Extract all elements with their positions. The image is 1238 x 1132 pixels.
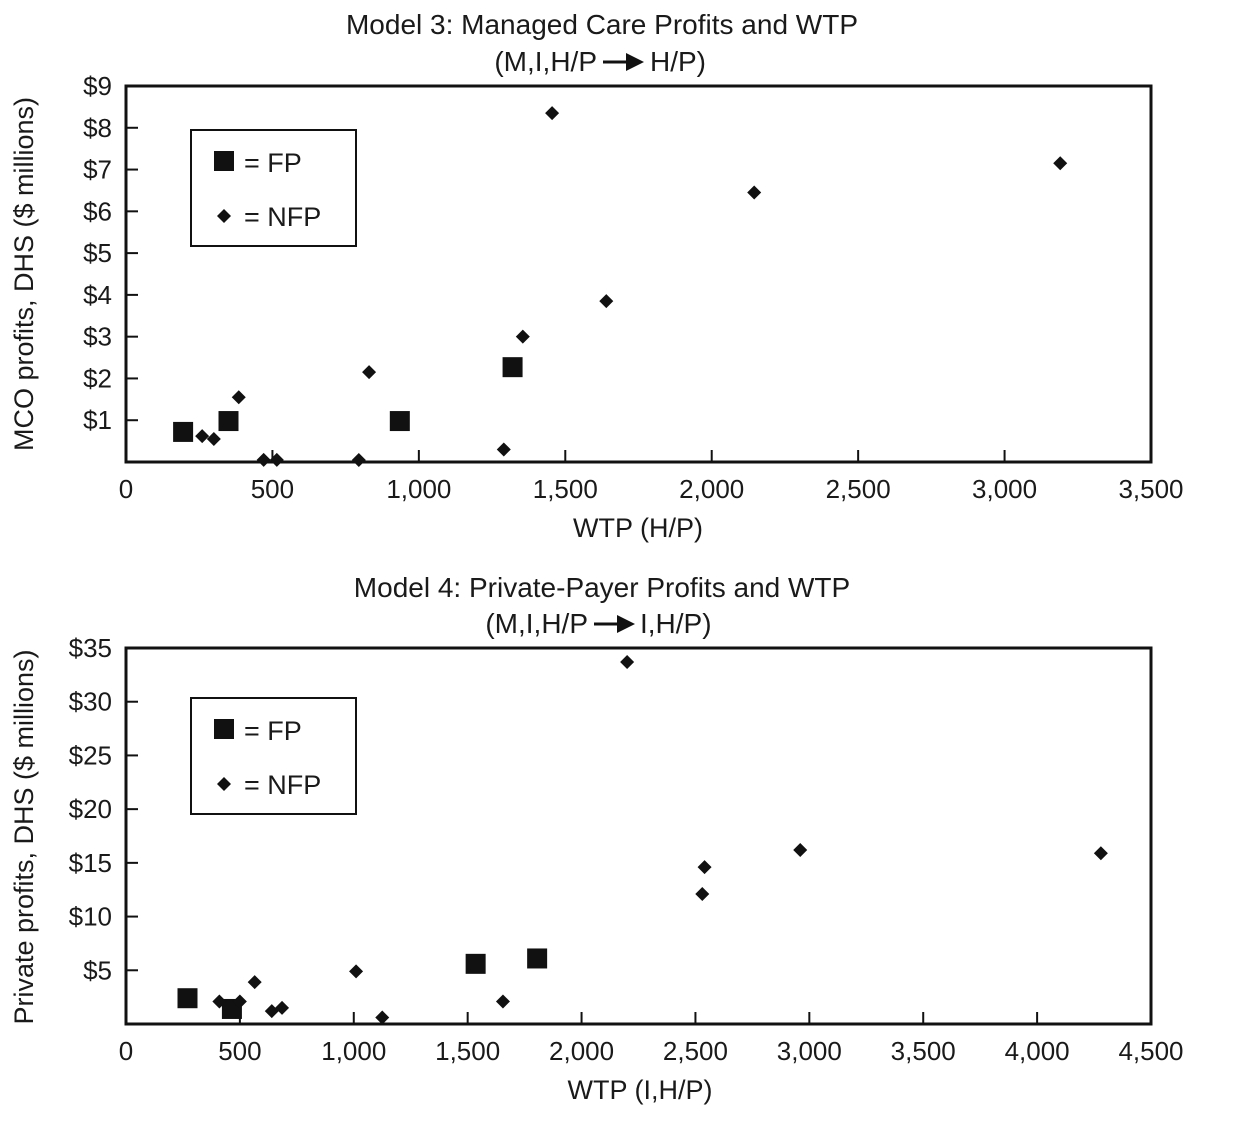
data-point-fp (177, 988, 198, 1009)
chart-title: Model 4: Private-Payer Profits and WTP (354, 572, 850, 603)
plot-frame (124, 84, 1153, 464)
data-point-nfp (599, 294, 614, 309)
plot-area: 0 500 1,000 1,500 2,000 2,500 3,000 3,500 4,000 4… (69, 633, 1184, 1066)
chart-subtitle-right: I,H/P) (640, 608, 712, 639)
x-tick-label: 500 (251, 474, 294, 504)
x-tick-label: 500 (218, 1036, 261, 1066)
data-point-nfp (1053, 156, 1068, 171)
chart-panel-model-3: Model 3: Managed Care Profits and WTP (M… (9, 9, 1184, 543)
x-tick-label: 4,500 (1118, 1036, 1183, 1066)
x-tick-label: 1,000 (386, 474, 451, 504)
chart-title: Model 3: Managed Care Profits and WTP (346, 9, 858, 40)
y-tick-label: $15 (69, 848, 112, 878)
x-axis-label: WTP (H/P) (573, 513, 703, 543)
data-point-nfp (1093, 846, 1108, 861)
y-tick-label: $1 (83, 405, 112, 435)
data-point-nfp (375, 1010, 390, 1025)
x-tick-label: 0 (119, 1036, 133, 1066)
chart-subtitle-right: H/P) (650, 46, 706, 77)
x-tick-label: 2,500 (663, 1036, 728, 1066)
x-tick-label: 0 (119, 474, 133, 504)
x-tick-label: 3,500 (891, 1036, 956, 1066)
data-point-nfp (495, 994, 510, 1009)
y-tick-label: $20 (69, 794, 112, 824)
legend-box (190, 129, 357, 247)
data-point-fp (173, 421, 194, 442)
x-tick-label: 2,500 (826, 474, 891, 504)
y-tick-label: $7 (83, 155, 112, 185)
x-tick-label: 1,500 (533, 474, 598, 504)
x-axis-label: WTP (I,H/P) (568, 1075, 713, 1105)
data-point-fp (527, 948, 548, 969)
data-point-fp (502, 357, 523, 378)
y-tick-label: $35 (69, 633, 112, 663)
x-tick-label: 3,000 (777, 1036, 842, 1066)
x-tick-label: 2,000 (679, 474, 744, 504)
data-point-nfp (620, 654, 635, 669)
legend-box (190, 697, 357, 815)
data-point-nfp (232, 994, 247, 1009)
y-tick-label: $6 (83, 196, 112, 226)
plot-frame (124, 646, 1153, 1026)
y-tick-label: $5 (83, 238, 112, 268)
data-point-nfp (247, 975, 262, 990)
data-point-nfp (195, 429, 210, 444)
data-point-nfp (231, 390, 246, 405)
legend-entry-fp: = FP (244, 716, 302, 746)
data-point-nfp (545, 106, 560, 121)
data-point-nfp (362, 365, 377, 380)
y-tick-label: $10 (69, 902, 112, 932)
y-tick-label: $2 (83, 363, 112, 393)
y-axis-label: MCO profits, DHS ($ millions) (9, 97, 39, 451)
data-point-fp (389, 411, 410, 432)
data-point-nfp (695, 887, 710, 902)
chart-panel-model-4: Model 4: Private-Payer Profits and WTP (… (9, 572, 1184, 1105)
legend: = FP = NFP (190, 697, 357, 815)
legend-entry-nfp: = NFP (244, 202, 321, 232)
y-tick-label: $25 (69, 740, 112, 770)
data-point-nfp (212, 994, 227, 1009)
data-point-nfp (275, 1000, 290, 1015)
x-tick-label: 2,000 (549, 1036, 614, 1066)
y-tick-label: $30 (69, 687, 112, 717)
x-tick-label: 4,000 (1005, 1036, 1070, 1066)
y-tick-label: $4 (83, 280, 112, 310)
y-axis-label: Private profits, DHS ($ millions) (9, 649, 39, 1024)
diamond-marker-icon (217, 209, 231, 223)
square-marker-icon (214, 719, 234, 739)
y-tick-label: $5 (83, 955, 112, 985)
data-point-nfp (269, 452, 284, 467)
data-point-nfp (351, 453, 366, 467)
data-point-nfp (515, 329, 530, 344)
legend-entry-nfp: = NFP (244, 770, 321, 800)
data-point-nfp (256, 452, 271, 467)
y-tick-label: $8 (83, 113, 112, 143)
data-point-fp (465, 953, 486, 974)
y-tick-label: $9 (83, 71, 112, 101)
data-point-nfp (264, 1004, 279, 1019)
legend-entry-fp: = FP (244, 148, 302, 178)
data-point-nfp (349, 964, 364, 979)
chart-subtitle-left: (M,I,H/P (485, 608, 588, 639)
x-tick-label: 3,500 (1118, 474, 1183, 504)
data-point-nfp (697, 860, 712, 875)
legend: = FP = NFP (190, 129, 357, 247)
data-point-nfp (206, 432, 221, 447)
data-point-nfp (793, 842, 808, 857)
data-point-nfp (496, 442, 511, 457)
y-tick-label: $3 (83, 322, 112, 352)
data-point-nfp (747, 185, 762, 200)
x-tick-label: 1,500 (435, 1036, 500, 1066)
data-point-fp (218, 411, 239, 432)
plot-area: 0 500 1,000 1,500 2,000 2,500 3,000 3,500 $1 $2 $3… (83, 71, 1183, 504)
x-tick-label: 3,000 (972, 474, 1037, 504)
x-tick-label: 1,000 (321, 1036, 386, 1066)
diamond-marker-icon (217, 777, 231, 791)
square-marker-icon (214, 151, 234, 171)
chart-subtitle-left: (M,I,H/P (494, 46, 597, 77)
